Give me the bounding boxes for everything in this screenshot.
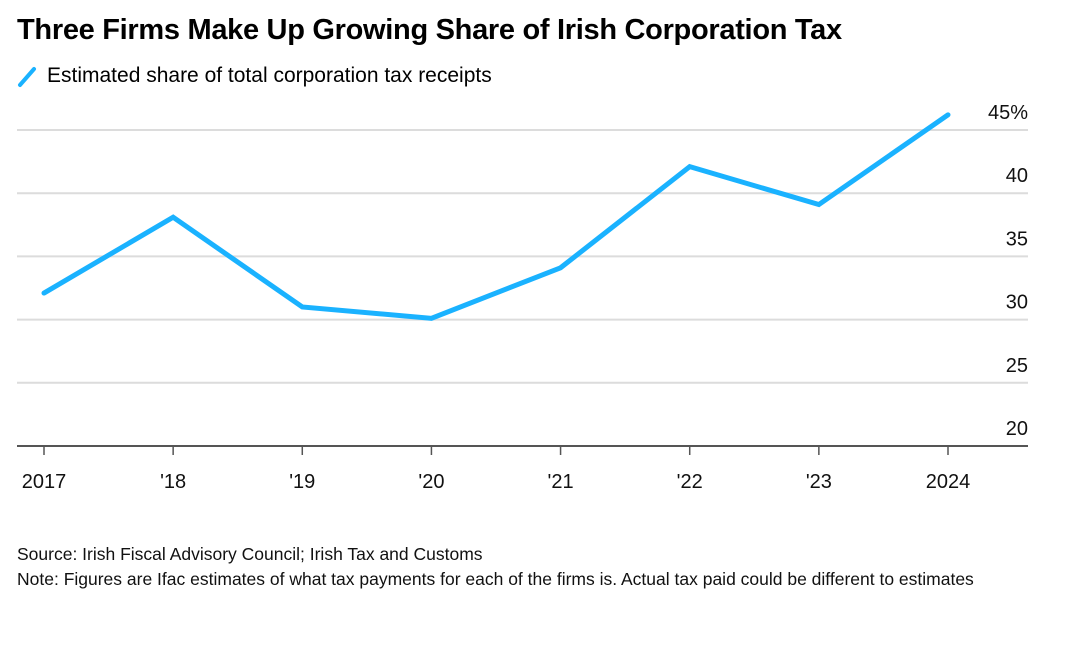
line-chart: 20 25 30 35 40 45% 2017 '18 '19 '20 '21 '22 '23 2024 [17,102,1028,493]
x-tick-label: 2017 [22,471,67,493]
x-tick-label: '21 [548,471,574,493]
series-layer [41,112,951,321]
source-note: Source: Irish Fiscal Advisory Council; I… [17,544,483,564]
series-line [41,112,951,321]
y-tick-label: 40 [1006,165,1028,187]
footnote: Note: Figures are Ifac estimates of what… [17,569,974,589]
legend-label: Estimated share of total corporation tax… [47,64,492,87]
legend: Estimated share of total corporation tax… [17,64,492,88]
y-tick-label: 45% [988,102,1028,124]
x-tick-label: '18 [160,471,186,493]
y-axis-ticks: 20 25 30 35 40 45% [988,102,1028,440]
x-tick-label: 2024 [926,471,971,493]
y-tick-label: 35 [1006,228,1028,250]
y-tick-label: 25 [1006,355,1028,377]
x-tick-label: '20 [418,471,444,493]
y-tick-label: 20 [1006,418,1028,440]
x-tick-label: '19 [289,471,315,493]
chart-title: Three Firms Make Up Growing Share of Iri… [17,14,842,46]
x-tick-label: '23 [806,471,832,493]
x-axis: 2017 '18 '19 '20 '21 '22 '23 2024 [17,445,1028,493]
legend-line-icon [18,67,36,87]
gridlines [17,129,1028,384]
x-tick-label: '22 [677,471,703,493]
y-tick-label: 30 [1006,292,1028,314]
